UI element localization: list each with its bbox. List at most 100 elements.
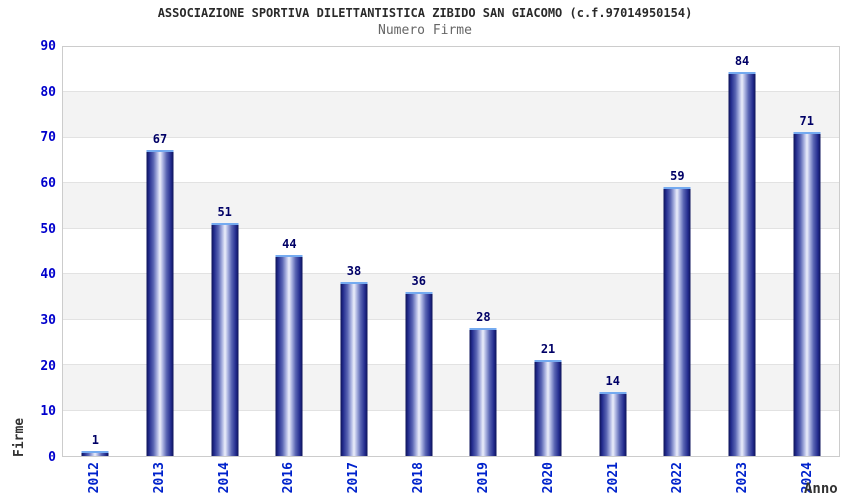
grid-band xyxy=(63,92,839,138)
x-label-cell: 2017 xyxy=(321,462,386,498)
bar-cell-2013: 67 xyxy=(128,47,193,456)
bar-2019 xyxy=(469,328,497,456)
bar-2012 xyxy=(81,451,109,456)
bar-value-label: 38 xyxy=(346,264,362,278)
bar-cell-2023: 84 xyxy=(710,47,775,456)
bar-cell-2017: 38 xyxy=(322,47,387,456)
bar-2021 xyxy=(599,392,627,456)
bar-cap xyxy=(211,223,239,225)
bar-cell-2018: 36 xyxy=(386,47,451,456)
bar-value-label: 59 xyxy=(670,169,685,183)
x-axis-title: Anno xyxy=(804,481,838,497)
bar-cell-2020: 21 xyxy=(516,47,581,456)
bar-cell-2024: 71 xyxy=(774,47,839,456)
bar-cell-2022: 59 xyxy=(645,47,710,456)
bar-cell-2021: 14 xyxy=(580,47,645,456)
x-axis-ticks: 2012 2013 2014 2016 2017 2018 2019 2020 2021 2022… xyxy=(62,462,840,498)
bar-cap xyxy=(146,150,174,152)
bar-value-label: 21 xyxy=(540,342,556,356)
gridline xyxy=(63,273,839,275)
x-label-cell: 2023 xyxy=(710,462,775,498)
bar-2023 xyxy=(728,72,756,456)
x-tick-label: 2018 xyxy=(411,462,427,494)
x-tick-label: 2017 xyxy=(346,462,362,494)
grid-band xyxy=(63,137,839,184)
y-tick-label: 60 xyxy=(40,176,56,191)
bar-cap xyxy=(599,392,627,394)
bar-cell-2014: 51 xyxy=(192,47,257,456)
x-tick-label: 2021 xyxy=(605,462,621,494)
x-tick-label: 2019 xyxy=(475,462,491,494)
bar-value-label: 67 xyxy=(152,132,168,146)
gridline xyxy=(63,227,839,229)
y-axis-ticks: 0 10 20 30 40 50 60 70 80 90 xyxy=(0,39,56,465)
bar-cap xyxy=(340,282,368,284)
bar-cell-2019: 28 xyxy=(451,47,516,456)
bar-2020 xyxy=(534,360,562,456)
x-tick-label: 2012 xyxy=(86,462,102,494)
y-tick-label: 80 xyxy=(40,85,56,100)
bar-cell-2012: 1 xyxy=(63,47,128,456)
bar-cap xyxy=(534,360,562,362)
bar-cap xyxy=(469,328,497,330)
bar-cap xyxy=(275,255,303,257)
x-tick-label: 2020 xyxy=(540,462,556,494)
x-tick-label: 2014 xyxy=(216,462,232,494)
bar-2017 xyxy=(340,282,368,456)
gridline xyxy=(63,364,839,366)
bar-cap xyxy=(663,187,691,189)
bars-row: 1 67 51 44 38 36 28 21 14 59 84 71 xyxy=(63,47,839,456)
gridline xyxy=(63,91,839,93)
x-tick-label: 2022 xyxy=(670,462,686,494)
x-tick-label: 2013 xyxy=(151,462,167,494)
chart-subtitle: Numero Firme xyxy=(378,23,472,38)
x-label-cell: 2020 xyxy=(516,462,581,498)
grid-band xyxy=(63,47,839,93)
x-label-cell: 2012 xyxy=(62,462,127,498)
bar-2014 xyxy=(211,223,239,456)
bar-cap xyxy=(405,292,433,294)
grid-band xyxy=(63,274,839,320)
x-label-cell: 2022 xyxy=(645,462,710,498)
bar-cap xyxy=(728,72,756,74)
bar-value-label: 44 xyxy=(282,237,297,251)
bar-2024 xyxy=(793,132,821,456)
gridline xyxy=(63,182,839,184)
chart-title: ASSOCIAZIONE SPORTIVA DILETTANTISTICA ZI… xyxy=(157,6,693,20)
bar-value-label: 14 xyxy=(605,374,620,388)
bar-value-label: 28 xyxy=(476,310,491,324)
y-tick-label: 0 xyxy=(48,450,56,465)
grid-band xyxy=(63,183,839,229)
grid-band xyxy=(63,319,839,366)
x-tick-label: 2023 xyxy=(735,462,751,494)
grid-band xyxy=(63,410,839,456)
bar-cap xyxy=(81,451,109,453)
bar-value-label: 36 xyxy=(411,274,426,288)
bar-cap xyxy=(793,132,821,134)
bar-value-label: 51 xyxy=(217,205,232,219)
y-tick-label: 70 xyxy=(40,130,56,145)
x-label-cell: 2016 xyxy=(256,462,321,498)
grid-band xyxy=(63,228,839,275)
y-tick-label: 40 xyxy=(40,267,56,282)
bar-value-label: 84 xyxy=(734,54,750,68)
plot-area: 1 67 51 44 38 36 28 21 14 59 84 71 xyxy=(62,46,840,457)
x-label-cell: 2019 xyxy=(451,462,516,498)
grid-band xyxy=(63,365,839,411)
gridline xyxy=(63,409,839,411)
bar-value-label: 1 xyxy=(91,433,99,447)
gridline xyxy=(63,136,839,138)
x-label-cell: 2021 xyxy=(581,462,646,498)
bar-2018 xyxy=(405,292,433,456)
x-label-cell: 2018 xyxy=(386,462,451,498)
bar-2013 xyxy=(146,150,174,456)
bar-value-label: 71 xyxy=(799,114,814,128)
bar-2022 xyxy=(663,187,691,456)
y-tick-label: 90 xyxy=(40,39,56,54)
y-tick-label: 20 xyxy=(40,359,56,374)
y-tick-label: 50 xyxy=(40,222,56,237)
bar-2016 xyxy=(275,255,303,456)
gridline xyxy=(63,318,839,320)
x-tick-label: 2016 xyxy=(281,462,297,494)
